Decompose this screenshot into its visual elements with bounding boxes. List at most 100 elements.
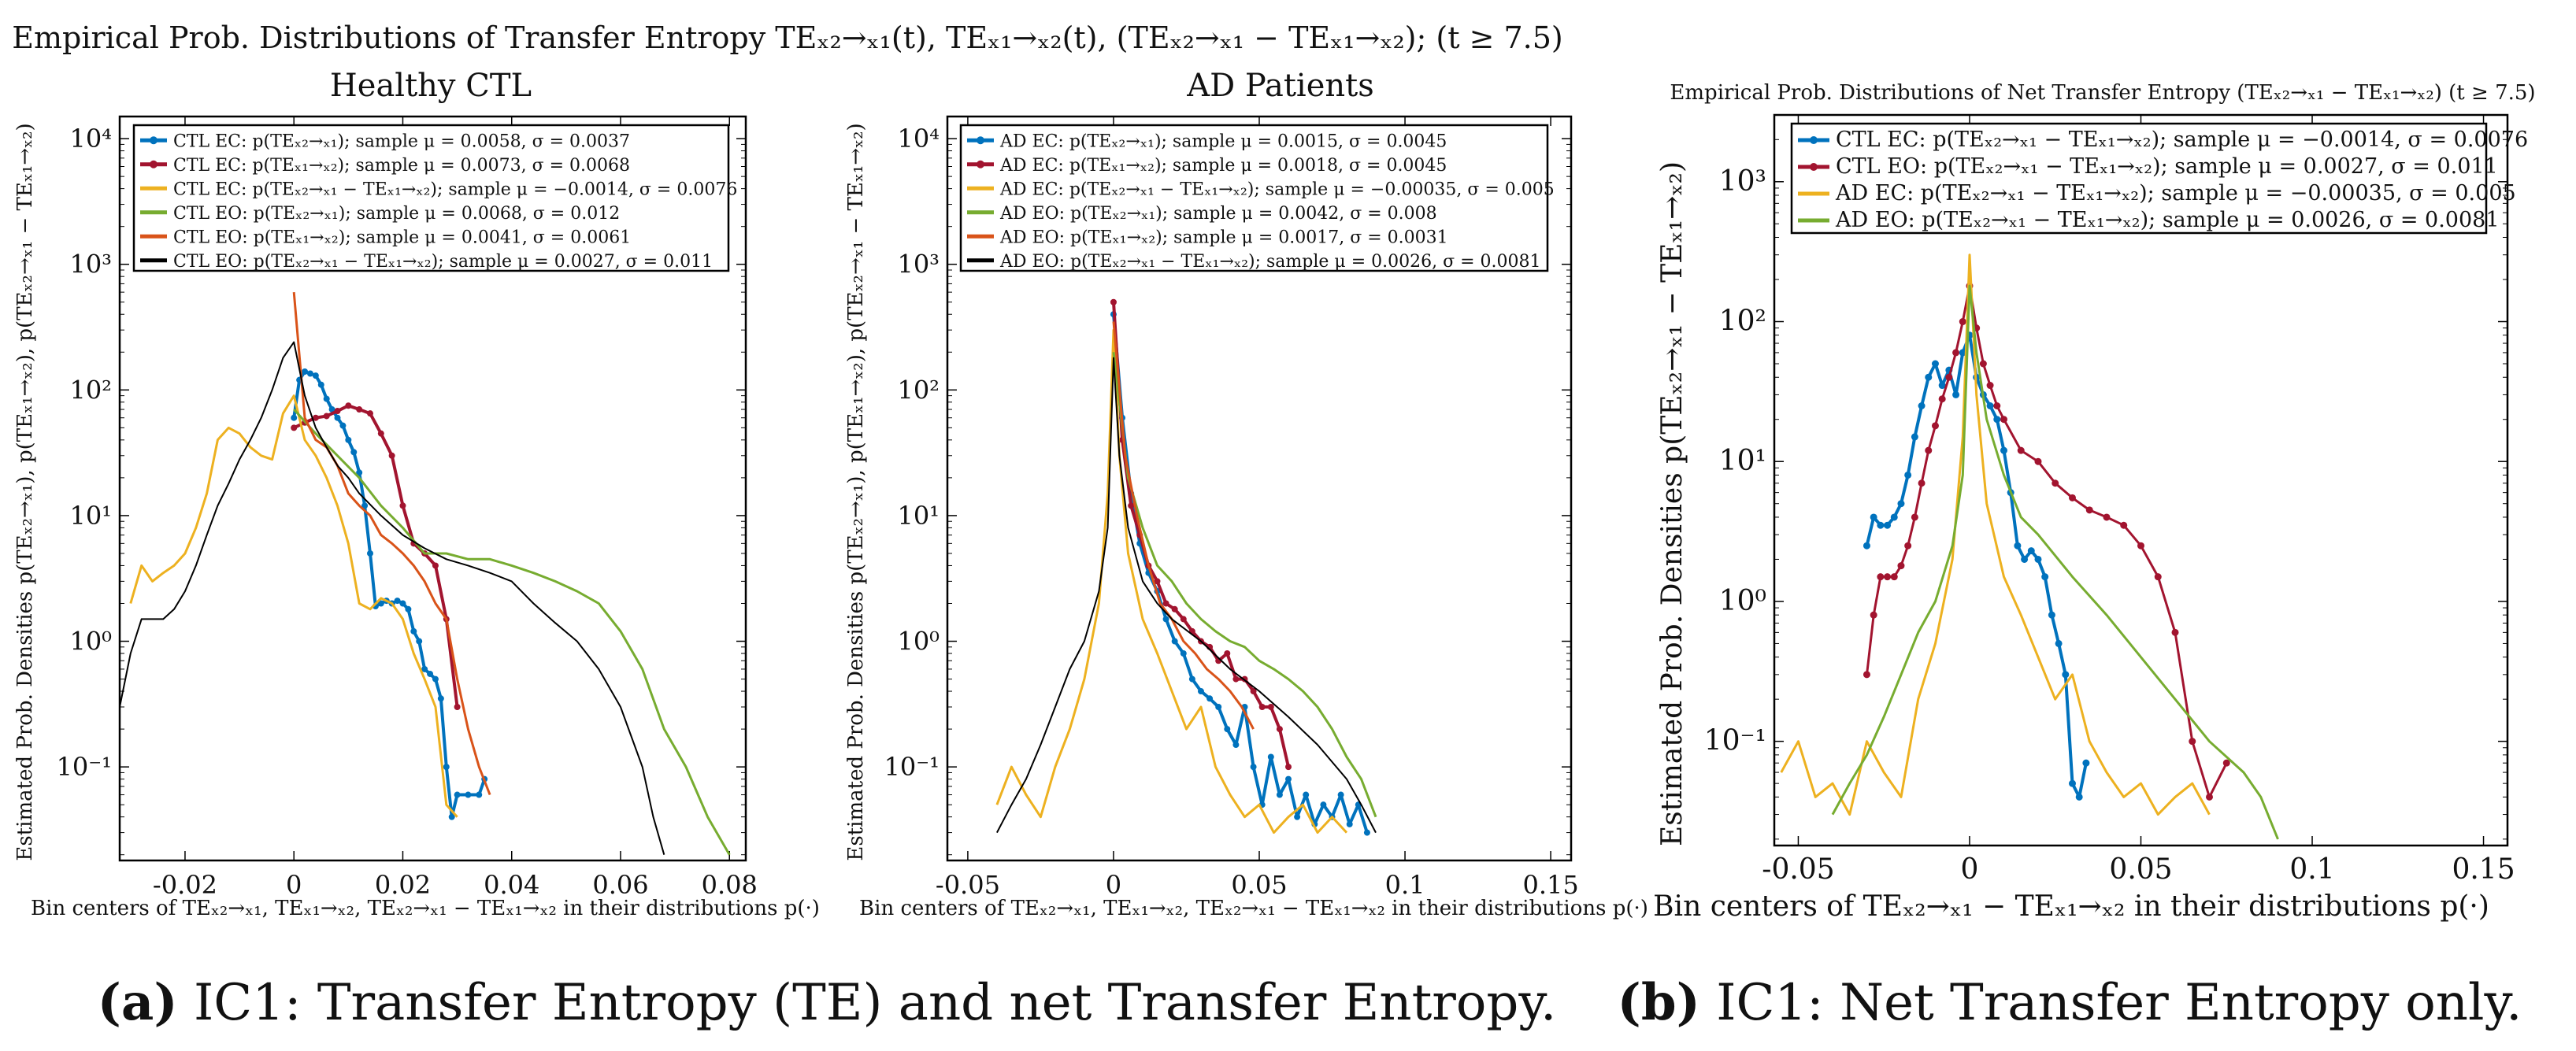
series-2 xyxy=(995,328,1348,835)
data-point xyxy=(421,665,428,672)
legend-marker xyxy=(977,136,984,145)
data-point xyxy=(1918,402,1926,410)
caption-a-text: IC1: Transfer Entropy (TE) and net Trans… xyxy=(178,974,1557,1032)
x-axis-label: Bin centers of TEₓ₂→ₓ₁ − TEₓ₁→ₓ₂ in thei… xyxy=(1653,890,2489,923)
x-tick-label: 0.15 xyxy=(2452,853,2515,886)
plot-area: 10⁻¹ 10⁰ 10¹ 10² 10³ 10⁴ -0.05 0 0.05 0.1 0.15 xyxy=(884,115,1579,900)
y-axis-label: Estimated Prob. Densities p(TEₓ₂→ₓ₁ − TE… xyxy=(1656,161,1688,846)
data-point xyxy=(1897,562,1905,570)
legend-marker xyxy=(977,160,984,168)
series-line xyxy=(996,357,1377,834)
data-point xyxy=(2137,542,2144,550)
data-point xyxy=(1884,573,1892,581)
y-tick-label: 10⁴ xyxy=(69,124,112,154)
data-point xyxy=(1890,573,1898,581)
panel-net-transfer-entropy: Empirical Prob. Distributions of Net Tra… xyxy=(1653,81,2535,923)
legend-entry: CTL EC: p(TEₓ₂→ₓ₁ − TEₓ₁→ₓ₂); sample μ =… xyxy=(1798,128,2528,152)
data-point xyxy=(2120,521,2128,529)
data-point xyxy=(367,410,373,417)
plot-area: 10⁻¹ 10⁰ 10¹ 10² 10³ 10⁴ -0.02 0 0.02 0.04 0.06 0.0… xyxy=(57,115,758,900)
x-tick-label: -0.02 xyxy=(153,870,217,900)
legend-label: AD EO: p(TEₓ₁→ₓ₂); sample μ = 0.0017, σ … xyxy=(999,228,1448,247)
data-point xyxy=(377,600,384,607)
y-axis-label: Estimated Prob. Densities p(TEₓ₂→ₓ₁), p(… xyxy=(13,123,37,860)
data-point xyxy=(1918,479,1926,487)
x-tick-label: 0.15 xyxy=(1522,870,1578,900)
data-point xyxy=(1285,764,1292,771)
data-point xyxy=(2041,573,2049,581)
x-tick-label: 0.06 xyxy=(592,870,648,900)
legend: CTL EC: p(TEₓ₂→ₓ₁ − TEₓ₁→ₓ₂); sample μ =… xyxy=(1790,122,2528,235)
data-point xyxy=(291,424,298,431)
series-line xyxy=(129,394,458,818)
legend-entry: CTL EO: p(TEₓ₂→ₓ₁ − TEₓ₁→ₓ₂); sample μ =… xyxy=(140,252,713,272)
x-tick-label: 0 xyxy=(1961,853,1979,886)
data-point xyxy=(2075,793,2083,801)
data-point xyxy=(1346,820,1353,827)
series-3 xyxy=(1831,284,2279,840)
data-point xyxy=(410,627,417,635)
legend-entry: CTL EO: p(TEₓ₁→ₓ₂); sample μ = 0.0041, σ… xyxy=(140,228,631,247)
data-point xyxy=(454,703,461,710)
data-point xyxy=(339,422,347,429)
y-tick-label: 10⁰ xyxy=(1719,585,1766,617)
legend-label: CTL EO: p(TEₓ₂→ₓ₁); sample μ = 0.0068, σ… xyxy=(173,204,620,224)
data-point xyxy=(388,452,395,459)
legend-entry: AD EC: p(TEₓ₂→ₓ₁); sample μ = 0.0015, σ … xyxy=(967,131,1447,151)
data-point xyxy=(1877,521,1885,529)
data-point xyxy=(2103,513,2111,521)
data-point xyxy=(1224,649,1231,657)
data-point xyxy=(394,598,401,605)
data-point xyxy=(1267,753,1274,760)
legend-entry: AD EC: p(TEₓ₂→ₓ₁ − TEₓ₁→ₓ₂); sample μ = … xyxy=(1798,181,2516,205)
data-point xyxy=(1925,373,1933,381)
data-point xyxy=(1188,675,1195,683)
data-point xyxy=(448,813,455,820)
data-point xyxy=(2014,542,2022,550)
data-point xyxy=(1911,513,1918,521)
series-5 xyxy=(120,341,665,855)
data-point xyxy=(1232,742,1240,749)
y-tick-label: 10² xyxy=(897,375,940,405)
legend-label: AD EC: p(TEₓ₁→ₓ₂); sample μ = 0.0018, σ … xyxy=(999,156,1447,176)
series-3 xyxy=(1112,352,1377,818)
data-point xyxy=(1931,360,1939,368)
legend: AD EC: p(TEₓ₂→ₓ₁); sample μ = 0.0015, σ … xyxy=(959,124,1555,272)
data-point xyxy=(2082,759,2090,767)
data-point xyxy=(1110,298,1117,305)
data-point xyxy=(2222,759,2230,767)
data-point xyxy=(2048,611,2055,619)
data-point xyxy=(476,791,483,798)
data-point xyxy=(1206,695,1214,702)
data-point xyxy=(1863,542,1870,550)
legend-label: CTL EO: p(TEₓ₁→ₓ₂); sample μ = 0.0041, σ… xyxy=(173,228,631,247)
data-point xyxy=(1959,318,1966,326)
data-point xyxy=(1979,360,1987,368)
caption-a-label: (a) xyxy=(98,973,178,1032)
series-line xyxy=(293,404,459,708)
data-point xyxy=(312,414,319,421)
data-point xyxy=(1224,726,1231,733)
plot-area: 10⁻¹ 10⁰ 10¹ 10² 10³ -0.05 0 0.05 0.1 0.15 xyxy=(1704,113,2515,886)
x-tick-label: 0.05 xyxy=(1231,870,1287,900)
axes-frame xyxy=(946,115,1573,862)
y-tick-label: 10⁴ xyxy=(897,124,940,154)
y-tick-label: 10⁻¹ xyxy=(57,752,112,782)
data-point xyxy=(1897,500,1905,508)
data-point xyxy=(1938,382,1946,390)
data-point xyxy=(323,395,330,402)
data-point xyxy=(1993,416,2001,424)
legend-marker xyxy=(150,160,158,168)
data-point xyxy=(427,670,434,677)
series-2 xyxy=(1780,253,2211,816)
y-tick-label: 10¹ xyxy=(1719,445,1766,477)
data-point xyxy=(437,695,444,702)
legend-entry: CTL EO: p(TEₓ₂→ₓ₁); sample μ = 0.0068, σ… xyxy=(140,204,620,224)
data-point xyxy=(1890,513,1898,521)
data-point xyxy=(432,562,439,569)
data-point xyxy=(2068,494,2076,501)
data-point xyxy=(2034,555,2042,563)
data-point xyxy=(2021,555,2029,563)
y-tick-label: 10¹ xyxy=(69,501,112,531)
